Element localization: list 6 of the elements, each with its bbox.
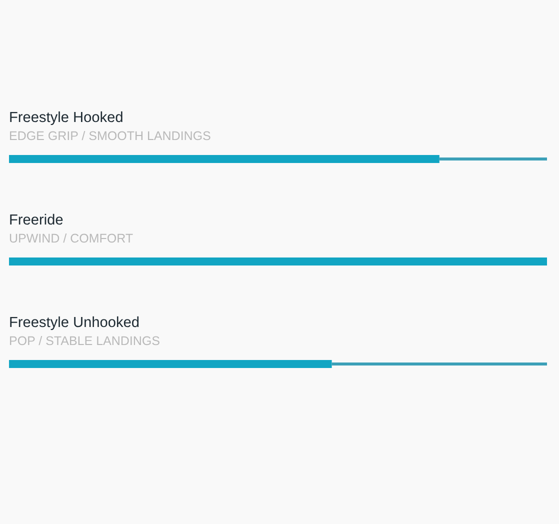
y-tick-label: Freestyle Unhooked <box>10 316 139 330</box>
y-tick-label: Freeride <box>10 214 63 225</box>
y-tick-label: Freestyle Hooked <box>10 111 122 126</box>
annotation: POP / STABLE LANDINGS <box>10 336 160 346</box>
annotation: EDGE GRIP / SMOOTH LANDINGS <box>10 130 210 140</box>
annotation: UPWIND / COMFORT <box>10 233 133 243</box>
